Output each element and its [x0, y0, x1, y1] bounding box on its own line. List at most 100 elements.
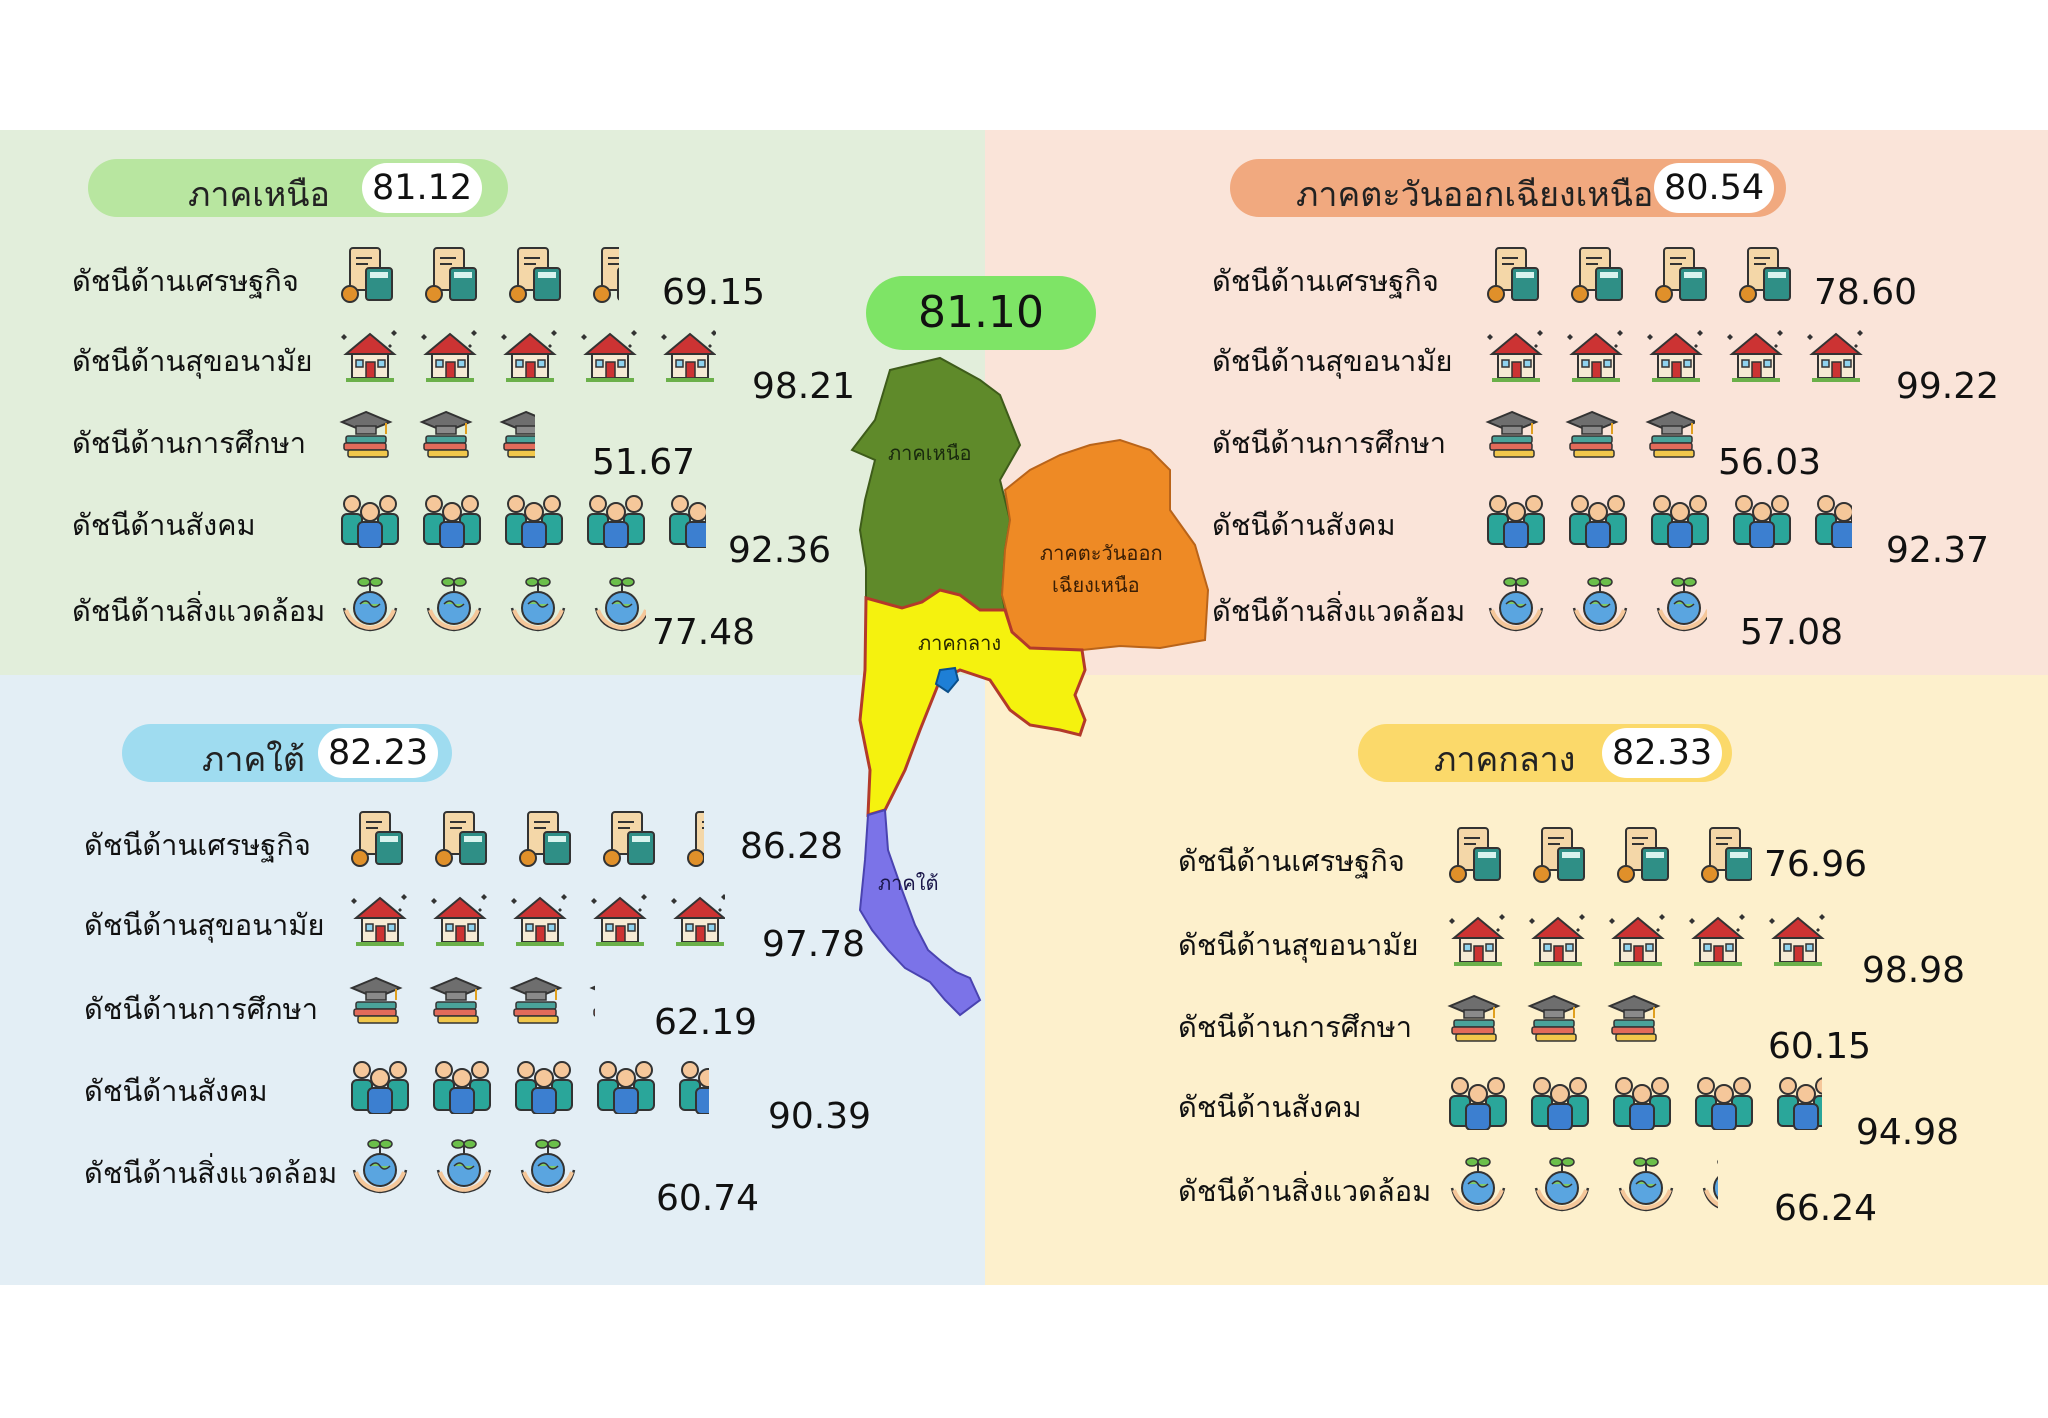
environment-globe-icon	[600, 1136, 602, 1200]
index-value: 77.48	[652, 612, 756, 653]
northeast-index-row-1: ดัชนีด้านสุขอนามัย 99.22	[1212, 330, 2048, 408]
health-house-icon	[1606, 908, 1670, 972]
finance-icon	[1614, 824, 1678, 888]
index-label: ดัชนีด้านสิ่งแวดล้อม	[1178, 1174, 1432, 1208]
index-value: 78.60	[1814, 272, 1918, 313]
social-people-icon	[338, 488, 402, 552]
environment-globe-icon	[422, 574, 486, 638]
education-books-icon	[418, 406, 482, 470]
north-region-score: 81.12	[362, 163, 483, 213]
index-label: ดัชนีด้านสุขอนามัย	[84, 908, 325, 942]
central-index-row-3: ดัชนีด้านสังคม 94.98	[1178, 1077, 2048, 1154]
environment-globe-icon	[1614, 1154, 1678, 1218]
north-index-row-0: ดัชนีด้านเศรษฐกิจ 69.15	[72, 247, 972, 328]
map-label-north: ภาคเหนือ	[888, 441, 972, 465]
index-label: ดัชนีด้านสังคม	[84, 1074, 268, 1108]
map-bangkok-area	[934, 666, 960, 694]
social-people-icon	[1528, 1070, 1592, 1134]
index-value: 92.37	[1886, 530, 1990, 571]
index-value: 97.78	[762, 924, 866, 965]
education-books-icon	[1526, 990, 1590, 1054]
index-label: ดัชนีด้านสังคม	[72, 508, 256, 542]
health-house-icon	[1446, 908, 1510, 972]
index-value: 60.15	[1768, 1026, 1872, 1067]
health-house-icon	[588, 888, 652, 952]
social-people-icon	[1610, 1070, 1674, 1134]
environment-globe-icon	[1652, 574, 1707, 638]
education-books-icon	[338, 406, 402, 470]
environment-globe-icon	[1698, 1154, 1718, 1218]
social-people-icon	[1446, 1070, 1510, 1134]
central-index-row-2: ดัชนีด้านการศึกษา 60.15	[1178, 994, 2048, 1074]
education-books-icon	[1446, 990, 1510, 1054]
health-house-icon	[1686, 908, 1750, 972]
social-people-icon	[1566, 488, 1630, 552]
finance-icon	[506, 244, 570, 308]
south-index-row-4: ดัชนีด้านสิ่งแวดล้อม 60.74	[84, 1139, 984, 1220]
environment-globe-icon	[1530, 1154, 1594, 1218]
index-value: 98.98	[1862, 950, 1966, 991]
social-people-icon	[666, 488, 706, 552]
thailand-region-map: ภาคเหนือ ภาคตะวันออก เฉียงเหนือ ภาคกลาง …	[850, 356, 1210, 1017]
social-people-icon	[1730, 488, 1794, 552]
health-house-icon	[578, 324, 642, 388]
map-label-northeast-1: ภาคตะวันออก	[1040, 541, 1163, 565]
central-index-row-1: ดัชนีด้านสุขอนามัย 98.98	[1178, 914, 2048, 992]
index-label: ดัชนีด้านสุขอนามัย	[1212, 344, 1453, 378]
northeast-region-pill: ภาคตะวันออกเฉียงเหนือ 80.54	[1230, 159, 1786, 217]
map-label-northeast-2: เฉียงเหนือ	[1052, 573, 1140, 597]
environment-globe-icon	[338, 574, 402, 638]
health-house-icon	[428, 888, 492, 952]
south-index-row-3: ดัชนีด้านสังคม 90.39	[84, 1061, 984, 1138]
health-house-icon	[658, 324, 716, 388]
education-books-icon	[498, 406, 535, 470]
finance-icon	[348, 808, 412, 872]
environment-globe-icon	[1446, 1154, 1510, 1218]
environment-globe-icon	[506, 574, 570, 638]
index-label: ดัชนีด้านการศึกษา	[84, 992, 319, 1026]
index-label: ดัชนีด้านเศรษฐกิจ	[72, 264, 299, 298]
northeast-index-row-0: ดัชนีด้านเศรษฐกิจ 78.60	[1212, 247, 2048, 328]
northeast-region-name: ภาคตะวันออกเฉียงเหนือ	[1296, 175, 1654, 215]
overall-score-pill: 81.10	[866, 276, 1096, 350]
finance-icon	[338, 244, 402, 308]
index-value: 86.28	[740, 826, 844, 867]
index-value: 69.15	[662, 272, 766, 313]
map-label-south: ภาคใต้	[878, 871, 939, 895]
south-region-score: 82.23	[318, 728, 439, 778]
index-label: ดัชนีด้านเศรษฐกิจ	[1212, 264, 1439, 298]
north-index-row-2: ดัชนีด้านการศึกษา 51.67	[72, 410, 972, 490]
south-index-row-1: ดัชนีด้านสุขอนามัย 97.78	[84, 894, 984, 972]
index-value: 66.24	[1774, 1188, 1878, 1229]
social-people-icon	[1692, 1070, 1756, 1134]
north-panel	[0, 130, 985, 675]
finance-icon	[516, 808, 580, 872]
finance-icon	[422, 244, 486, 308]
education-books-icon	[1564, 406, 1628, 470]
environment-globe-icon	[348, 1136, 412, 1200]
index-label: ดัชนีด้านสุขอนามัย	[72, 344, 313, 378]
south-index-row-2: ดัชนีด้านการศึกษา 62.19	[84, 976, 984, 1056]
index-label: ดัชนีด้านสิ่งแวดล้อม	[84, 1156, 338, 1190]
education-books-icon	[508, 972, 572, 1036]
finance-icon	[1530, 824, 1594, 888]
south-region-name: ภาคใต้	[202, 740, 305, 780]
north-region-name: ภาคเหนือ	[188, 175, 330, 215]
social-people-icon	[584, 488, 648, 552]
central-region-score: 82.33	[1602, 728, 1723, 778]
health-house-icon	[1644, 324, 1708, 388]
finance-icon	[1698, 824, 1752, 888]
health-house-icon	[1766, 908, 1827, 972]
health-house-icon	[1804, 324, 1866, 388]
social-people-icon	[594, 1054, 658, 1118]
central-region-pill: ภาคกลาง 82.33	[1358, 724, 1732, 782]
education-books-icon	[588, 972, 595, 1036]
northeast-region-score: 80.54	[1654, 163, 1775, 213]
health-house-icon	[1564, 324, 1628, 388]
north-index-row-1: ดัชนีด้านสุขอนามัย 98.21	[72, 330, 972, 408]
social-people-icon	[512, 1054, 576, 1118]
index-label: ดัชนีด้านสิ่งแวดล้อม	[1212, 594, 1466, 628]
index-label: ดัชนีด้านเศรษฐกิจ	[84, 828, 311, 862]
social-people-icon	[1812, 488, 1852, 552]
index-value: 94.98	[1856, 1112, 1960, 1153]
